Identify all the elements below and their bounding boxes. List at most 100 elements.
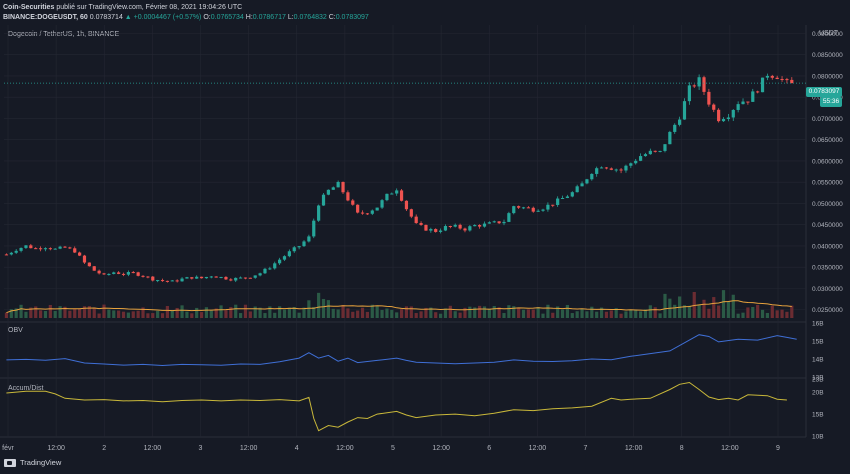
time-tick-label: 12:00: [721, 445, 739, 452]
candle-body: [517, 206, 521, 208]
candle-body: [614, 169, 618, 171]
volume-bar: [424, 307, 428, 318]
candle-body: [448, 226, 452, 228]
tradingview-label: TradingView: [20, 458, 62, 467]
volume-bar: [512, 306, 516, 318]
candle-body: [717, 109, 721, 122]
volume-bar: [395, 312, 399, 318]
tradingview-brand[interactable]: TradingView: [4, 458, 61, 467]
volume-bar: [151, 313, 155, 318]
candle-body: [92, 266, 96, 271]
candle-body: [458, 224, 462, 229]
volume-bar: [697, 304, 701, 318]
time-tick-label: 4: [295, 445, 299, 452]
candle-body: [487, 222, 491, 224]
volume-bar: [273, 312, 277, 318]
candle-body: [590, 173, 594, 180]
candle-body: [404, 200, 409, 210]
candle-body: [107, 273, 111, 275]
volume-bar: [126, 312, 130, 318]
volume-bar: [390, 309, 394, 318]
volume-bar: [434, 312, 438, 318]
candle-body: [356, 204, 360, 213]
candle-body: [770, 75, 774, 78]
time-tick-label: févr: [2, 445, 14, 452]
volume-bar: [634, 309, 638, 318]
candle-body: [68, 247, 72, 249]
volume-bar: [112, 310, 116, 318]
candle-body: [424, 224, 428, 231]
candle-body: [746, 101, 750, 103]
indicator-tick-label: 23B: [812, 377, 824, 384]
time-tick-label: 12:00: [336, 445, 354, 452]
volume-bar: [502, 313, 506, 318]
candle-body: [482, 223, 487, 227]
candle-body: [468, 226, 472, 231]
volume-bar: [238, 313, 243, 318]
candle-body: [48, 248, 52, 250]
volume-bar: [648, 305, 652, 318]
open-value: 0.0765734: [210, 14, 244, 21]
candle-body: [502, 221, 506, 224]
candle-body: [209, 276, 213, 278]
candle-body: [112, 272, 116, 274]
candle-body: [399, 190, 404, 201]
volume-bar: [73, 308, 77, 318]
candle-body: [102, 273, 106, 275]
low-value: 0.0764832: [293, 14, 327, 21]
instrument-title: Dogecoin / TetherUS, 1h, BINANCE: [8, 31, 120, 38]
volume-bar: [624, 311, 628, 318]
indicator-tick-label: 20B: [812, 390, 824, 397]
volume-bar: [570, 313, 574, 318]
price-change: ▲ +0.0004467 (+0.57%): [124, 14, 202, 21]
open-label: O:: [203, 14, 211, 21]
candle-body: [453, 224, 457, 227]
volume-bar: [258, 307, 262, 318]
candle-body: [438, 230, 443, 232]
indicator-tick-label: 13B: [812, 375, 824, 382]
volume-bar: [619, 313, 623, 318]
volume-bar: [521, 309, 526, 318]
candle-body: [668, 131, 672, 145]
volume-bar: [643, 309, 648, 318]
volume-bar: [68, 310, 72, 318]
volume-bar: [663, 293, 667, 318]
candle-body: [409, 209, 413, 217]
candle-body: [156, 280, 160, 282]
candle-body: [760, 77, 765, 93]
volume-bar: [224, 310, 228, 318]
candle-body: [390, 193, 394, 195]
volume-bar: [726, 301, 730, 318]
volume-bar: [609, 310, 613, 318]
volume-bar: [34, 306, 38, 318]
candle-body: [580, 183, 584, 187]
candle-body: [434, 229, 438, 232]
time-tick-label: 3: [199, 445, 203, 452]
volume-bar: [107, 309, 111, 318]
candle-body: [136, 272, 140, 276]
volume-bar: [717, 305, 721, 318]
volume-bar: [312, 306, 316, 318]
candle-body: [531, 207, 535, 212]
symbol-line: BINANCE:DOGEUSDT, 60 0.0783714 ▲ +0.0004…: [3, 13, 369, 22]
candle-body: [185, 277, 189, 279]
volume-bar: [209, 310, 213, 318]
candle-body: [175, 280, 179, 282]
candle-body: [180, 278, 184, 282]
candle-body: [653, 150, 657, 152]
candle-body: [97, 270, 101, 274]
candle-body: [146, 276, 150, 278]
volume-bar: [160, 313, 165, 318]
candle-body: [268, 268, 272, 270]
publisher-text: publié sur TradingView.com, Février 08, …: [56, 4, 243, 11]
volume-bar: [731, 294, 735, 318]
candle-body: [53, 248, 57, 250]
volume-bar: [97, 313, 101, 318]
volume-bar: [419, 311, 423, 318]
candle-body: [678, 119, 682, 125]
publisher-line: Coin-Securities publié sur TradingView.c…: [3, 3, 242, 12]
time-tick-label: 2: [102, 445, 106, 452]
volume-bar: [673, 304, 677, 318]
candle-body: [790, 79, 794, 84]
